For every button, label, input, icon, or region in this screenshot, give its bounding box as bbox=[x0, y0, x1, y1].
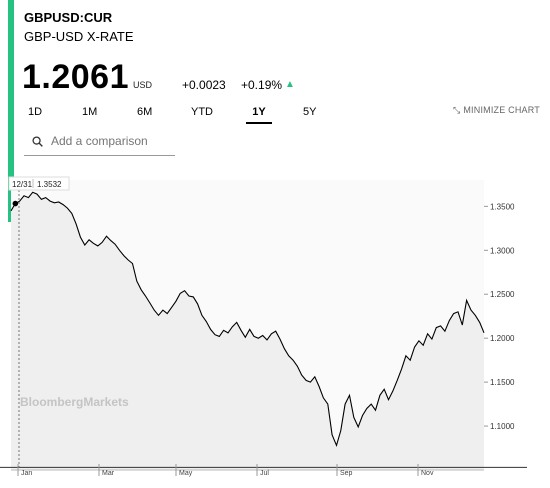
timeframe-tabs: 1D 1M 6M YTD 1Y 5Y bbox=[14, 104, 549, 128]
accent-bar bbox=[8, 0, 14, 222]
price-chart-svg: 12/31 1.3532 BloombergMarkets 1.3500 1.30… bbox=[0, 176, 527, 477]
hover-readout-box bbox=[8, 176, 70, 191]
hover-readout: 12/31 1.3532 bbox=[8, 176, 70, 191]
tab-1y[interactable]: 1Y bbox=[246, 106, 272, 124]
up-triangle-icon: ▲ bbox=[285, 79, 295, 90]
y-tick-label: 1.1500 bbox=[490, 378, 515, 387]
ticker-symbol: GBPUSD:CUR bbox=[24, 10, 113, 25]
y-tick-label: 1.3500 bbox=[490, 202, 515, 211]
minimize-chart-label: MINIMIZE CHART bbox=[463, 105, 540, 115]
collapse-arrows-icon: ⤡ bbox=[452, 105, 461, 115]
hover-date: 12/31 bbox=[12, 180, 33, 189]
net-change: +0.0023 bbox=[182, 78, 226, 92]
x-tick-label: Mar bbox=[102, 470, 115, 477]
last-price: 1.2061 bbox=[22, 58, 129, 96]
x-tick-label: Sep bbox=[340, 470, 353, 477]
y-axis-ticks: 1.3500 1.3000 1.2500 1.2000 1.1500 1.1000 bbox=[484, 202, 515, 431]
tab-1d[interactable]: 1D bbox=[28, 106, 43, 118]
x-tick-label: May bbox=[179, 470, 193, 477]
y-tick-label: 1.3000 bbox=[490, 246, 515, 255]
percent-change: +0.19% bbox=[241, 78, 283, 92]
comparison-input[interactable] bbox=[51, 134, 171, 148]
hover-value: 1.3532 bbox=[37, 180, 62, 189]
tab-1m[interactable]: 1M bbox=[82, 106, 98, 118]
x-tick-label: Jan bbox=[21, 470, 32, 477]
minimize-chart-button[interactable]: ⤡ MINIMIZE CHART bbox=[453, 105, 540, 116]
y-tick-label: 1.2000 bbox=[490, 334, 515, 343]
price-currency: USD bbox=[133, 80, 153, 90]
comparison-search[interactable] bbox=[24, 128, 175, 156]
watermark-logo: BloombergMarkets bbox=[20, 395, 129, 409]
y-tick-label: 1.1000 bbox=[490, 422, 515, 431]
price-line bbox=[10, 191, 485, 448]
search-icon bbox=[32, 136, 43, 147]
x-tick-label: Nov bbox=[421, 470, 434, 477]
tab-5y[interactable]: 5Y bbox=[303, 106, 317, 118]
security-name: GBP-USD X-RATE bbox=[24, 29, 134, 44]
tab-6m[interactable]: 6M bbox=[137, 106, 153, 118]
hover-point bbox=[12, 200, 19, 207]
x-tick-label: Jul bbox=[260, 470, 269, 477]
price-area-fill bbox=[11, 192, 484, 471]
tab-ytd[interactable]: YTD bbox=[191, 106, 213, 118]
y-tick-label: 1.2500 bbox=[490, 290, 515, 299]
price-chart[interactable]: 12/31 1.3532 BloombergMarkets 1.3500 1.30… bbox=[0, 170, 550, 488]
x-axis-ticks: Jan Mar May Jul Sep Nov bbox=[17, 464, 434, 477]
